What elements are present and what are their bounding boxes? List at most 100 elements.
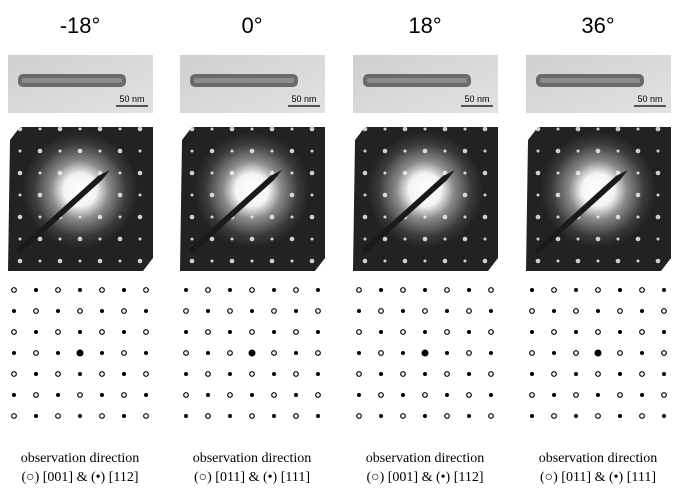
sim-spot-filled	[379, 372, 383, 376]
sim-spot-open	[379, 393, 384, 398]
diffraction-spot	[270, 259, 275, 264]
diffraction-spot	[190, 215, 195, 220]
diffraction-spot	[384, 128, 387, 131]
diffraction-spot	[383, 193, 388, 198]
diffraction-spot	[463, 237, 468, 242]
sim-spot-open	[122, 351, 127, 356]
diffraction-spot	[384, 260, 387, 263]
panel-column: 0°50 nmobservation direction(○) [011] & …	[180, 13, 325, 485]
diffraction-spot	[404, 150, 407, 153]
diffraction-spot	[483, 259, 488, 264]
diffraction-spot	[657, 194, 660, 197]
sim-spot-open	[379, 351, 384, 356]
scale-bar-label: 50 nm	[637, 94, 662, 104]
sim-spot-open	[467, 393, 472, 398]
sim-spot-filled	[618, 330, 622, 334]
diffraction-spot	[39, 128, 42, 131]
sim-spot-open	[228, 351, 233, 356]
sim-spot-filled	[272, 414, 276, 418]
sim-spot-filled	[34, 414, 38, 418]
diffraction-spot	[138, 171, 143, 176]
sim-spot-filled	[357, 309, 361, 313]
sim-spot-filled	[184, 372, 188, 376]
diffraction-spot	[484, 150, 487, 153]
diffraction-spot	[98, 127, 103, 132]
diffraction-spot	[251, 172, 254, 175]
caption-line: (○) [011] & (•) [111]	[540, 470, 656, 485]
diffraction-spot	[58, 127, 63, 132]
sim-spot-filled	[228, 330, 232, 334]
nanorod-core	[540, 78, 640, 83]
diffraction-spot	[384, 172, 387, 175]
diffraction-spot	[79, 260, 82, 263]
sim-spot-open	[206, 288, 211, 293]
diffraction-spot	[59, 150, 62, 153]
diffraction-spot	[597, 128, 600, 131]
diffraction-spot	[464, 260, 467, 263]
diffraction-spot	[657, 150, 660, 153]
diffraction-spot	[483, 171, 488, 176]
caption-line: observation direction	[366, 451, 485, 466]
diffraction-spot	[19, 150, 22, 153]
diffraction-spot	[443, 127, 448, 132]
sim-spot-open	[228, 309, 233, 314]
sim-spot-open	[184, 393, 189, 398]
diffraction-spot	[537, 150, 540, 153]
diffraction-spot	[138, 215, 143, 220]
diffraction-spot	[291, 128, 294, 131]
diffraction-spot	[464, 128, 467, 131]
diffraction-spot	[536, 171, 541, 176]
sim-spot-open	[401, 330, 406, 335]
sim-spot-filled	[530, 288, 534, 292]
sim-spot-open	[640, 288, 645, 293]
diffraction-spot	[271, 150, 274, 153]
diffraction-spot	[636, 193, 641, 198]
sim-spot-filled	[662, 372, 666, 376]
sim-spot-filled	[489, 309, 493, 313]
sim-spot-filled	[78, 330, 82, 334]
nanorod-core	[194, 78, 294, 83]
diffraction-spot	[310, 215, 315, 220]
diffraction-spot	[384, 216, 387, 219]
sim-spot-open	[552, 330, 557, 335]
sim-spot-open	[100, 330, 105, 335]
sim-spot-open	[184, 351, 189, 356]
sim-spot-filled	[56, 393, 60, 397]
diffraction-spot	[363, 127, 368, 132]
diffraction-spot	[424, 260, 427, 263]
diffraction-spot	[119, 216, 122, 219]
diffraction-spot	[291, 260, 294, 263]
sim-spot-open	[144, 372, 149, 377]
sim-spot-open	[379, 309, 384, 314]
diffraction-spot	[537, 238, 540, 241]
sim-spot-open	[206, 330, 211, 335]
nanorod-core	[22, 78, 122, 83]
sim-spot-open	[640, 372, 645, 377]
diffraction-spot	[557, 172, 560, 175]
diffraction-spot	[464, 172, 467, 175]
diffraction-spot	[191, 150, 194, 153]
sim-spot-filled	[184, 288, 188, 292]
diffraction-spot	[98, 259, 103, 264]
diffraction-spot	[290, 149, 295, 154]
diffraction-spot	[99, 150, 102, 153]
sim-spot-filled	[552, 393, 556, 397]
diffraction-spot	[290, 237, 295, 242]
sim-spot-filled	[228, 372, 232, 376]
sim-spot-filled	[423, 330, 427, 334]
sim-spot-open	[401, 414, 406, 419]
caption-line: observation direction	[21, 451, 140, 466]
diffraction-spot	[443, 215, 448, 220]
diffraction-spot	[39, 260, 42, 263]
sim-spot-filled	[445, 393, 449, 397]
sim-spot-filled	[445, 351, 449, 355]
diffraction-spot	[251, 216, 254, 219]
diffraction-spot	[403, 127, 408, 132]
sim-spot-filled	[530, 372, 534, 376]
sim-spot-filled	[272, 372, 276, 376]
sim-spot-filled	[596, 393, 600, 397]
sim-spot-open	[552, 372, 557, 377]
diffraction-spot	[190, 127, 195, 132]
diffraction-spot	[270, 215, 275, 220]
sim-spot-filled	[78, 372, 82, 376]
